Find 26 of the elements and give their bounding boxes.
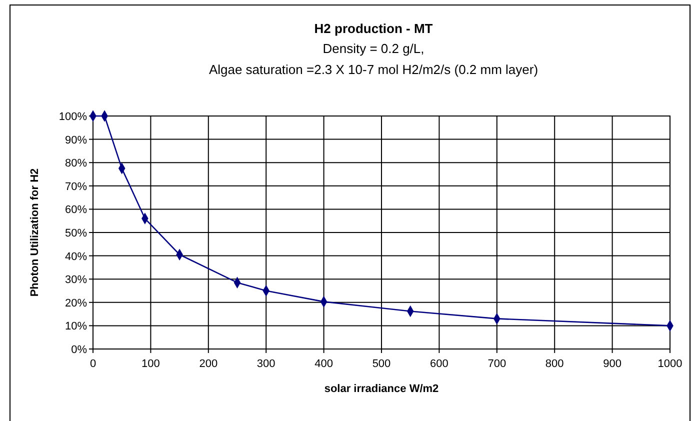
y-tick-label: 50% <box>64 228 88 240</box>
y-tick-label: 90% <box>64 134 88 146</box>
y-tick-label: 100% <box>58 111 88 123</box>
y-tick-label: 20% <box>64 297 88 310</box>
y-tick-label: 40% <box>64 250 88 263</box>
x-tick-label: 800 <box>545 358 564 370</box>
x-tick-label: 500 <box>372 358 391 370</box>
x-tick-label: 100 <box>142 358 160 370</box>
x-tick-label: 600 <box>430 358 448 370</box>
chart-subtitle: Density = 0.2 g/L, Algae saturation =2.3 X 10-7 mol H2/m2/s (0.2 mm layer) <box>208 41 538 77</box>
y-tick-label: 0% <box>71 344 88 356</box>
x-tick-label: 700 <box>488 358 506 370</box>
x-tick-label: 900 <box>603 358 622 370</box>
x-tick-label: 200 <box>199 358 218 370</box>
y-tick-label: 70% <box>64 180 88 193</box>
x-axis-title: solar irradiance W/m2 <box>324 383 439 395</box>
y-tick-label: 60% <box>64 204 88 216</box>
x-tick-label: 400 <box>314 358 333 370</box>
y-tick-label: 80% <box>64 158 88 170</box>
x-tick-label: 0 <box>90 358 96 370</box>
x-tick-label: 1000 <box>658 358 682 370</box>
y-axis-title: Photon Utilization for H2 <box>29 168 41 297</box>
chart-title: H2 production - MT <box>314 21 433 36</box>
x-tick-label: 300 <box>256 358 276 370</box>
y-tick-label: 10% <box>64 320 88 333</box>
y-tick-label: 30% <box>64 274 88 286</box>
